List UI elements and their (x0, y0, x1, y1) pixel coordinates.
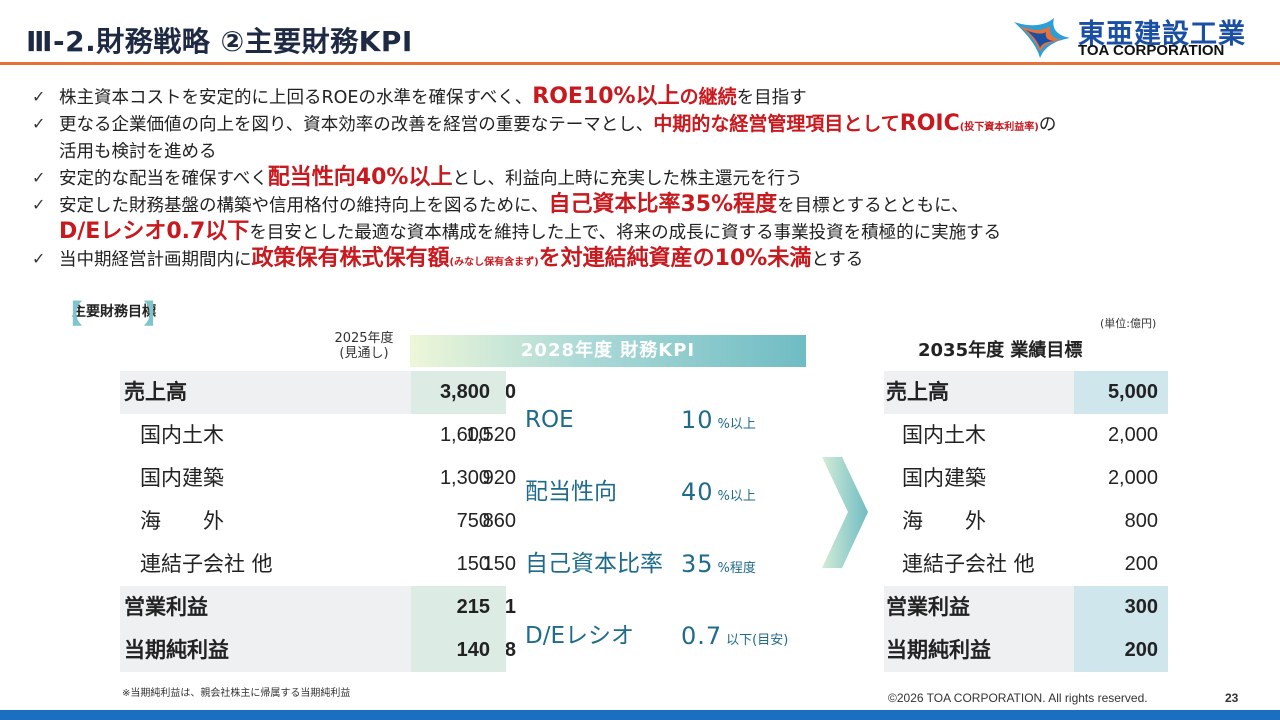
table-row: 国内建築 920 1,300 (140, 466, 516, 490)
bracket-right-icon: 】 (143, 300, 170, 330)
fy2025-column-header: 2025年度 (見通し) (334, 331, 394, 361)
unit-label: (単位:億円) (1100, 317, 1157, 330)
table-row-operating-profit: 営業利益 231 215 (120, 586, 516, 629)
kpi-2028-banner: 2028年度 財務KPI (410, 335, 806, 367)
policy-bullet-list: ✓ 株主資本コストを安定的に上回るROEの水準を確保すべく、ROE10%以上の継… (32, 84, 1262, 275)
target-row-sales: 売上高 5,000 (884, 371, 1168, 414)
target-row: 国内建築 2,000 (902, 466, 1158, 490)
section-label: 【 主要財務目標 】 (56, 300, 170, 330)
copyright-notice: ©2026 TOA CORPORATION. All rights reserv… (888, 691, 1148, 705)
page-title: Ⅲ-2.財務戦略 ②主要財務KPI (26, 25, 413, 58)
target-row: 海 外 800 (902, 509, 1158, 533)
check-icon: ✓ (32, 87, 46, 106)
kpi-de-ratio: D/Eレシオ 0.7 以下(目安) (525, 622, 789, 650)
logo-japanese-name: 東亜建設工業 (1078, 19, 1246, 50)
table-row: 連結子会社 他 150 150 (140, 552, 516, 576)
table-row: 国内土木 1,520 1,600 (140, 423, 516, 447)
bullet-roe: ✓ 株主資本コストを安定的に上回るROEの水準を確保すべく、ROE10%以上の継… (32, 84, 807, 109)
kpi-roe: ROE 10 %以上 (525, 406, 756, 434)
check-icon: ✓ (32, 114, 46, 133)
kpi-equity-ratio: 自己資本比率 35 %程度 (525, 550, 756, 578)
company-logo: 東亜建設工業 TOA CORPORATION (1010, 12, 1260, 60)
footnote: ※当期純利益は、親会社株主に帰属する当期純利益 (122, 688, 351, 699)
target-2035-title: 2035年度 業績目標 (918, 340, 1083, 361)
bullet-cross-shareholdings: ✓ 当中期経営計画期間内に政策保有株式保有額(みなし保有含まず)を対連結純資産の… (32, 246, 864, 271)
check-icon: ✓ (32, 195, 46, 214)
table-row-net-income: 当期純利益 178 140 (120, 629, 516, 672)
table-row-sales: 売上高 3,450 3,800 (120, 371, 516, 414)
target-row: 連結子会社 他 200 (902, 552, 1158, 576)
bullet-payout: ✓ 安定的な配当を確保すべく配当性向40%以上とし、利益向上時に充実した株主還元… (32, 165, 803, 190)
check-icon: ✓ (32, 249, 46, 268)
bullet-roic: ✓ 更なる企業価値の向上を図り、資本効率の改善を経営の重要なテーマとし、中期的な… (32, 111, 1057, 162)
check-icon: ✓ (32, 168, 46, 187)
target-row-net-income: 当期純利益 200 (884, 629, 1168, 672)
bird-logo-icon (1014, 18, 1070, 58)
title-underline (0, 62, 1280, 65)
target-row: 国内土木 2,000 (902, 423, 1158, 447)
kpi-payout-ratio: 配当性向 40 %以上 (525, 478, 756, 506)
logo-english-name: TOA CORPORATION (1078, 42, 1225, 59)
table-row: 海 外 860 750 (140, 509, 516, 533)
bracket-left-icon: 【 (56, 300, 83, 330)
footer-bar (0, 710, 1280, 720)
page-number: 23 (1225, 691, 1239, 705)
chevron-right-icon (822, 457, 868, 568)
bullet-equity-ratio: ✓ 安定した財務基盤の構築や信用格付の維持向上を図るために、自己資本比率35%程… (32, 192, 1002, 244)
target-row-operating-profit: 営業利益 300 (884, 586, 1168, 629)
